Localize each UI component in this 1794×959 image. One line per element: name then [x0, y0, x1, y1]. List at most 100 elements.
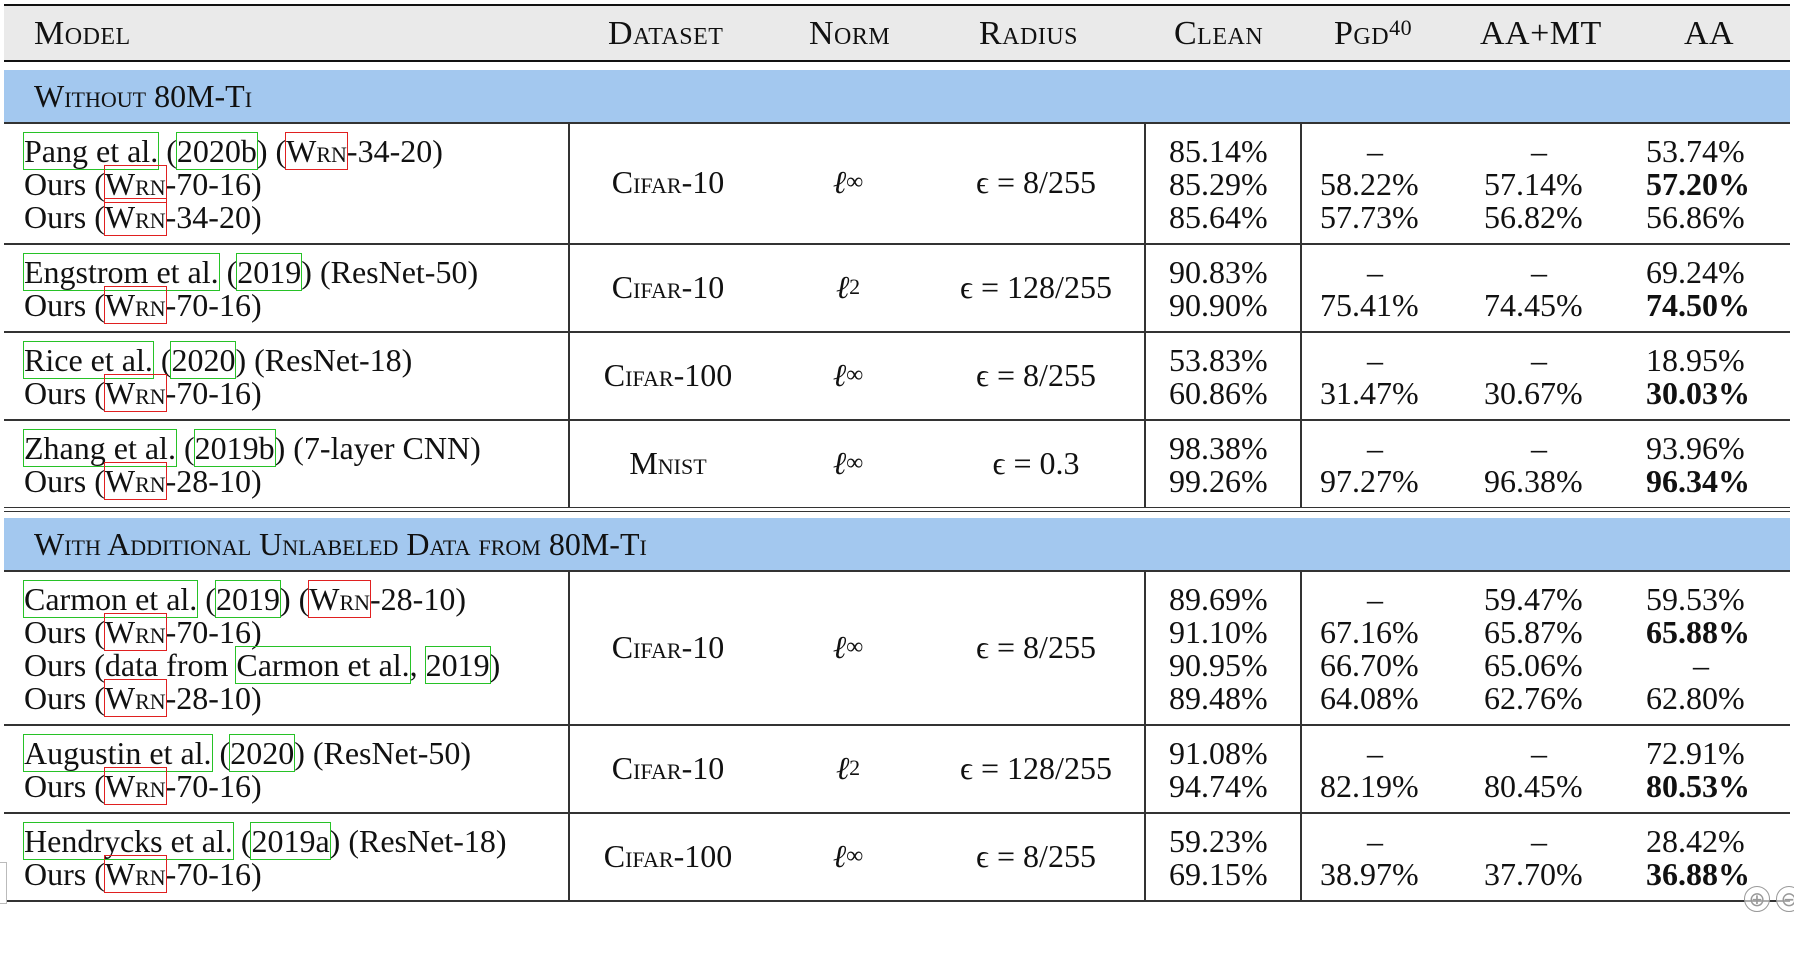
clean-value: 89.48% — [1169, 679, 1299, 717]
aamt-value: – — [1484, 253, 1614, 291]
group-dataset: Mnist — [629, 444, 707, 481]
model-text: ) ( — [279, 581, 310, 617]
wrn-link[interactable]: Wrn — [103, 374, 167, 412]
aamt-text: 56.82% — [1484, 199, 1583, 235]
norm-subscript: ∞ — [846, 449, 864, 476]
aamt-text: 37.70% — [1484, 856, 1583, 892]
aa-value: 53.74% — [1646, 132, 1776, 170]
model-arch: -70-16) — [165, 768, 262, 804]
header-aa: AA — [1684, 15, 1735, 52]
wrn-link[interactable]: Wrn — [103, 679, 167, 717]
aa-text: 28.42% — [1646, 823, 1745, 859]
pgd-value: 66.70% — [1320, 646, 1450, 684]
aa-text: 36.88% — [1646, 856, 1750, 892]
aa-text: 18.95% — [1646, 342, 1745, 378]
aamt-text: – — [1531, 430, 1547, 466]
model-arch: -28-10) — [165, 680, 262, 716]
citation-link[interactable]: Zhang et al. — [23, 429, 177, 467]
citation-year-link[interactable]: 2019a — [250, 822, 331, 860]
model-cell: Engstrom et al. (2019) (ResNet-50) — [23, 253, 479, 291]
table-row: Engstrom et al. (2019) (ResNet-50) 90.83%… — [4, 253, 1790, 291]
model-cell: Augustin et al. (2020) (ResNet-50) — [23, 734, 472, 772]
wrn-link[interactable]: Wrn — [103, 855, 167, 893]
aa-value: 96.34% — [1646, 462, 1776, 500]
citation-year-link[interactable]: 2019 — [424, 646, 491, 684]
wrn-link[interactable]: Wrn — [103, 198, 167, 236]
model-arch: -34-20) — [165, 199, 262, 235]
section-rule — [4, 122, 1790, 124]
citation-sep: ( — [211, 735, 231, 771]
wrn-link[interactable]: Wrn — [103, 767, 167, 805]
column-rule — [1300, 419, 1302, 507]
clean-value: 94.74% — [1169, 767, 1299, 805]
citation-link[interactable]: Rice et al. — [23, 341, 154, 379]
table-row: Carmon et al. (2019) (Wrn-28-10) 89.69% – 5… — [4, 580, 1790, 618]
wrn-link[interactable]: Wrn — [103, 613, 167, 651]
model-prefix: Ours ( — [24, 463, 105, 499]
model-text: ) (ResNet-50) — [294, 735, 472, 771]
wrn-link[interactable]: Wrn — [103, 165, 167, 203]
model-text: ) ( — [256, 133, 287, 169]
aamt-value: 37.70% — [1484, 855, 1614, 893]
model-cell: Zhang et al. (2019b) (7-layer CNN) — [23, 429, 481, 467]
clean-text: 90.83% — [1169, 254, 1268, 290]
section-band: Without 80M-Ti — [4, 70, 1790, 122]
group-dataset: Cifar-10 — [611, 164, 725, 200]
citation-link[interactable]: Carmon et al. — [22, 580, 199, 618]
clean-text: 94.74% — [1169, 768, 1268, 804]
left-edge-tab[interactable] — [0, 862, 7, 904]
clean-value: 53.83% — [1169, 341, 1299, 379]
aamt-value: 96.38% — [1484, 462, 1614, 500]
citation-year-link[interactable]: 2019 — [236, 253, 303, 291]
wrn-link[interactable]: Wrn — [103, 462, 167, 500]
model-arch: -70-16) — [165, 166, 262, 202]
aamt-value: 30.67% — [1484, 374, 1614, 412]
pgd-text: 38.97% — [1320, 856, 1419, 892]
header-aamt: AA+MT — [1480, 15, 1602, 52]
aa-text: 80.53% — [1646, 768, 1750, 804]
model-cell: Ours (Wrn-34-20) — [24, 198, 262, 236]
clean-text: 69.15% — [1169, 856, 1268, 892]
column-rule — [1144, 331, 1146, 419]
aa-text: 69.24% — [1646, 254, 1745, 290]
citation-year-link[interactable]: 2019b — [193, 429, 276, 467]
wrn-link[interactable]: Wrn — [308, 580, 372, 618]
pgd-value: 31.47% — [1320, 374, 1450, 412]
wrn-link[interactable]: Wrn — [285, 132, 348, 170]
wrn-link[interactable]: Wrn — [103, 286, 167, 324]
aa-text: 93.96% — [1646, 430, 1745, 466]
model-prefix: Ours ( — [24, 199, 105, 235]
citation-sep: ( — [218, 254, 238, 290]
norm-subscript: ∞ — [846, 633, 864, 660]
aa-value: 80.53% — [1646, 767, 1776, 805]
group-radius: ϵ = 8/255 — [976, 356, 1096, 393]
table-row: Ours (Wrn-70-16) 69.15% 38.97% 37.70% 36.88% — [4, 855, 1790, 893]
group-norm: ℓ ∞ — [832, 164, 864, 200]
column-rule — [1300, 243, 1302, 331]
zoom-out-icon[interactable]: ⊖ — [1776, 886, 1794, 912]
aa-value: 56.86% — [1646, 198, 1776, 236]
citation-link[interactable]: Augustin et al. — [23, 734, 213, 772]
citation-link[interactable]: Engstrom et al. — [23, 253, 220, 291]
pgd-value: 64.08% — [1320, 679, 1450, 717]
citation-year-link[interactable]: 2019 — [214, 580, 281, 618]
citation-link[interactable]: Hendrycks et al. — [23, 822, 234, 860]
aamt-text: 59.47% — [1484, 581, 1583, 617]
model-arch: -28-10) — [370, 581, 466, 617]
model-text: ) (ResNet-50) — [301, 254, 479, 290]
aa-value: 57.20% — [1646, 165, 1776, 203]
clean-value: 85.29% — [1169, 165, 1299, 203]
zoom-in-icon[interactable]: ⊕ — [1744, 886, 1770, 912]
norm-subscript: 2 — [849, 274, 861, 299]
citation-year-link[interactable]: 2020 — [229, 734, 296, 772]
citation-year-link[interactable]: 2020 — [170, 341, 237, 379]
citation-link[interactable]: Carmon et al. — [235, 646, 411, 684]
column-rule — [1144, 122, 1146, 243]
aamt-value: 56.82% — [1484, 198, 1614, 236]
citation-year-link[interactable]: 2020b — [175, 132, 258, 170]
citation-link[interactable]: Pang et al. — [22, 132, 160, 170]
aa-text: 96.34% — [1646, 463, 1750, 499]
norm-subscript: ∞ — [846, 842, 864, 869]
clean-value: 89.69% — [1169, 580, 1299, 618]
